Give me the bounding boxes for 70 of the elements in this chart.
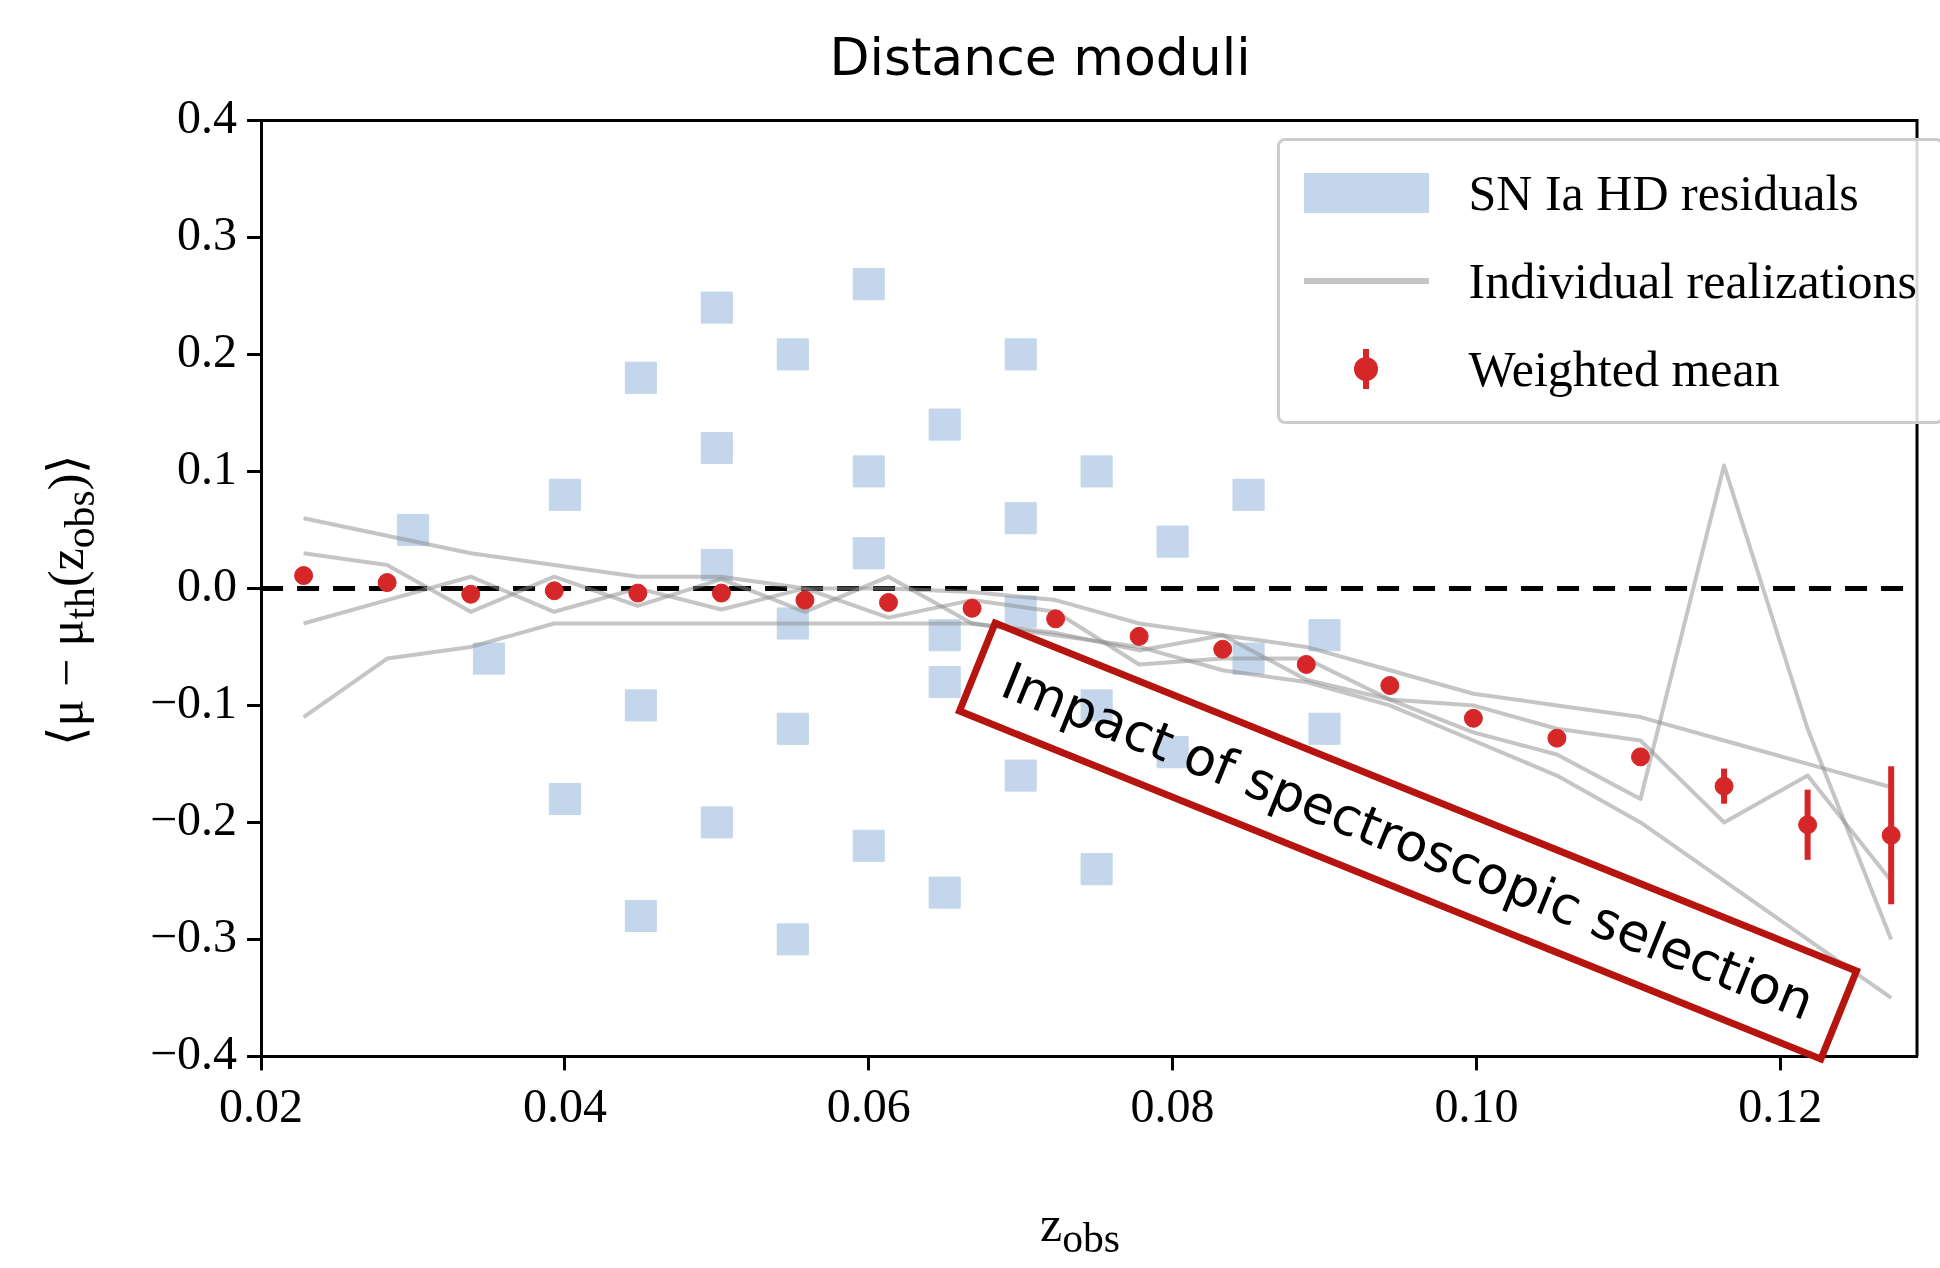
x-tick-label: 0.06 xyxy=(826,1078,911,1132)
point xyxy=(852,455,885,488)
point xyxy=(700,291,733,324)
point xyxy=(928,665,961,699)
point xyxy=(1213,639,1233,659)
point xyxy=(776,607,809,640)
point xyxy=(852,829,885,862)
point xyxy=(548,478,581,511)
y-tick-label: 0.4 xyxy=(177,90,238,144)
point xyxy=(548,782,581,816)
point xyxy=(852,537,885,570)
point xyxy=(700,806,733,839)
point xyxy=(628,583,648,603)
point xyxy=(1463,708,1483,728)
point xyxy=(1308,619,1341,652)
point xyxy=(879,592,898,612)
point xyxy=(1232,642,1265,675)
point xyxy=(377,573,397,593)
point xyxy=(1156,525,1189,558)
point xyxy=(1080,853,1113,886)
point xyxy=(1046,609,1066,629)
legend-label: SN Ia HD residuals xyxy=(1468,164,1859,222)
point xyxy=(1004,502,1037,535)
point xyxy=(624,361,657,394)
point xyxy=(700,548,733,582)
point xyxy=(795,590,815,610)
point xyxy=(1080,455,1113,488)
x-tick-label: 0.10 xyxy=(1434,1078,1519,1132)
point xyxy=(962,598,982,618)
point xyxy=(461,584,481,604)
point xyxy=(472,642,506,675)
point xyxy=(294,566,314,586)
y-tick-label: −0.2 xyxy=(149,792,238,846)
point xyxy=(852,268,885,301)
y-tick-label: −0.4 xyxy=(149,1026,238,1080)
y-tick-label: 0.3 xyxy=(177,207,238,261)
chart-title: Distance moduli xyxy=(829,26,1251,87)
point xyxy=(1296,654,1316,674)
point xyxy=(1547,728,1567,748)
point xyxy=(711,583,731,603)
point xyxy=(928,408,961,441)
point xyxy=(396,513,430,546)
legend-label: Individual realizations xyxy=(1468,252,1917,310)
point xyxy=(928,876,961,909)
point xyxy=(928,619,961,652)
point xyxy=(776,712,809,745)
point xyxy=(1129,626,1149,646)
point xyxy=(1004,338,1037,371)
point xyxy=(1232,478,1265,511)
point xyxy=(776,923,809,956)
point xyxy=(700,431,733,465)
point xyxy=(776,338,809,371)
x-tick-label: 0.08 xyxy=(1130,1078,1215,1132)
point xyxy=(624,899,657,933)
legend-label: Weighted mean xyxy=(1468,340,1780,398)
point xyxy=(624,689,657,722)
point xyxy=(1004,595,1037,628)
x-tick-label: 0.04 xyxy=(522,1078,607,1132)
y-tick-label: −0.1 xyxy=(149,675,238,729)
x-axis-title: z$_{obs}$ xyxy=(1040,1195,1121,1262)
point xyxy=(544,581,564,601)
x-tick-label: 0.02 xyxy=(219,1078,304,1132)
x-tick-label: 0.12 xyxy=(1738,1078,1823,1132)
y-tick-label: 0.0 xyxy=(177,558,238,612)
y-tick-label: 0.2 xyxy=(177,324,238,378)
point xyxy=(1631,747,1651,767)
point xyxy=(1308,712,1341,745)
y-tick-label: 0.1 xyxy=(177,441,238,495)
point xyxy=(1380,676,1400,696)
y-tick-label: −0.3 xyxy=(149,909,238,963)
